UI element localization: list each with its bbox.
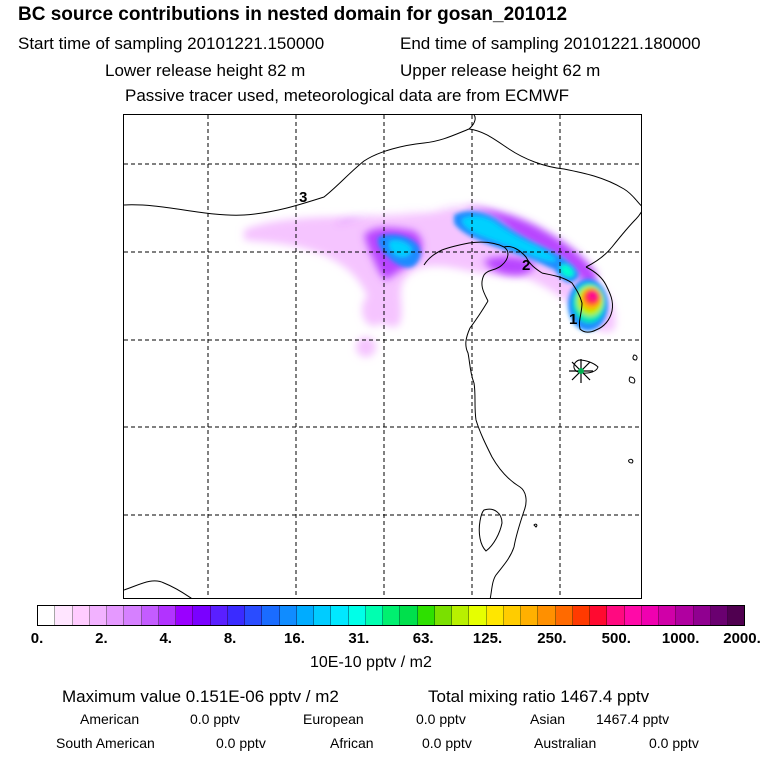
colorbar-swatch: [676, 606, 694, 625]
colorbar-swatch: [659, 606, 677, 625]
colorbar-swatch: [124, 606, 142, 625]
plume-high: [377, 211, 579, 283]
contrib-name: South American: [56, 735, 155, 751]
colorbar-swatch: [469, 606, 487, 625]
region-label-3: 3: [299, 189, 308, 206]
colorbar-swatch: [296, 606, 314, 625]
start-time-label: Start time of sampling 20101221.150000: [18, 34, 325, 53]
total-mixing-ratio: Total mixing ratio 1467.4 pptv: [428, 687, 650, 706]
colorbar-swatch: [624, 606, 642, 625]
colorbar-swatch: [728, 606, 745, 625]
colorbar-swatch: [107, 606, 125, 625]
colorbar-swatch: [176, 606, 194, 625]
colorbar-tick-label: 0.: [30, 630, 44, 647]
contrib-value: 0.0 pptv: [190, 711, 240, 727]
contrib-name: Asian: [530, 711, 566, 727]
colorbar-swatch: [452, 606, 470, 625]
colorbar-swatch: [55, 606, 73, 625]
colorbar-swatch: [365, 606, 383, 625]
colorbar-tick-label: 31.: [348, 630, 370, 647]
colorbar-swatch: [693, 606, 711, 625]
colorbar-swatch: [590, 606, 608, 625]
lower-release-label: Lower release height 82 m: [105, 61, 306, 80]
colorbar-swatch: [72, 606, 90, 625]
contrib-name: American: [80, 711, 140, 727]
colorbar-swatch: [503, 606, 521, 625]
star-icon: [569, 359, 593, 383]
colorbar-swatch: [641, 606, 659, 625]
colorbar-swatch: [486, 606, 504, 625]
colorbar-swatch: [158, 606, 176, 625]
colorbar-swatch: [348, 606, 366, 625]
coastlines: [124, 115, 641, 598]
colorbar-swatch: [434, 606, 452, 625]
colorbar-tick-label: 1000.: [661, 630, 700, 647]
colorbar-swatch: [710, 606, 728, 625]
colorbar-units: 10E-10 pptv / m2: [310, 654, 432, 671]
colorbar-swatch: [279, 606, 297, 625]
colorbar: [37, 605, 745, 626]
colorbar-tick-label: 2.: [95, 630, 108, 647]
colorbar-swatch: [141, 606, 159, 625]
colorbar-swatch: [538, 606, 556, 625]
contrib-value: 0.0 pptv: [649, 735, 699, 751]
colorbar-tick-label: 8.: [223, 630, 237, 647]
colorbar-swatch: [38, 606, 56, 625]
colorbar-tick-label: 500.: [601, 630, 631, 647]
contrib-value: 0.0 pptv: [416, 711, 466, 727]
colorbar-swatch: [331, 606, 349, 625]
region-label-1: 1: [569, 311, 578, 328]
plot-title: BC source contributions in nested domain…: [18, 4, 568, 25]
contrib-value: 1467.4 pptv: [596, 711, 670, 727]
contrib-name: African: [330, 735, 374, 751]
colorbar-tick-label: 125.: [472, 630, 503, 647]
colorbar-swatch: [210, 606, 228, 625]
colorbar-swatch: [555, 606, 573, 625]
colorbar-swatch: [89, 606, 107, 625]
colorbar-swatch: [383, 606, 401, 625]
contrib-name: Australian: [534, 735, 597, 751]
colorbar-swatch: [400, 606, 418, 625]
colorbar-tick-label: 4.: [159, 630, 172, 647]
region-label-2: 2: [522, 257, 531, 274]
contrib-value: 0.0 pptv: [422, 735, 472, 751]
colorbar-swatch: [193, 606, 211, 625]
colorbar-swatch: [245, 606, 263, 625]
colorbar-tick-label: 63.: [412, 630, 434, 647]
colorbar-swatch: [314, 606, 332, 625]
contrib-name: European: [303, 711, 364, 727]
colorbar-tick-label: 2000.: [723, 630, 761, 647]
method-note: Passive tracer used, meteorological data…: [125, 86, 570, 105]
colorbar-swatch: [417, 606, 435, 625]
colorbar-swatch: [262, 606, 280, 625]
map-panel: 3 2 1: [123, 114, 642, 599]
graticule: [124, 115, 641, 598]
contrib-value: 0.0 pptv: [216, 735, 266, 751]
end-time-label: End time of sampling 20101221.180000: [400, 34, 701, 53]
upper-release-label: Upper release height 62 m: [400, 61, 601, 80]
colorbar-tick-label: 16.: [284, 630, 305, 647]
maximum-value: Maximum value 0.151E-06 pptv / m2: [62, 687, 339, 706]
colorbar-swatch: [521, 606, 539, 625]
colorbar-swatch: [607, 606, 625, 625]
map-canvas: [124, 115, 641, 598]
colorbar-tick-label: 250.: [537, 630, 567, 647]
colorbar-swatch: [572, 606, 590, 625]
colorbar-swatch: [227, 606, 245, 625]
